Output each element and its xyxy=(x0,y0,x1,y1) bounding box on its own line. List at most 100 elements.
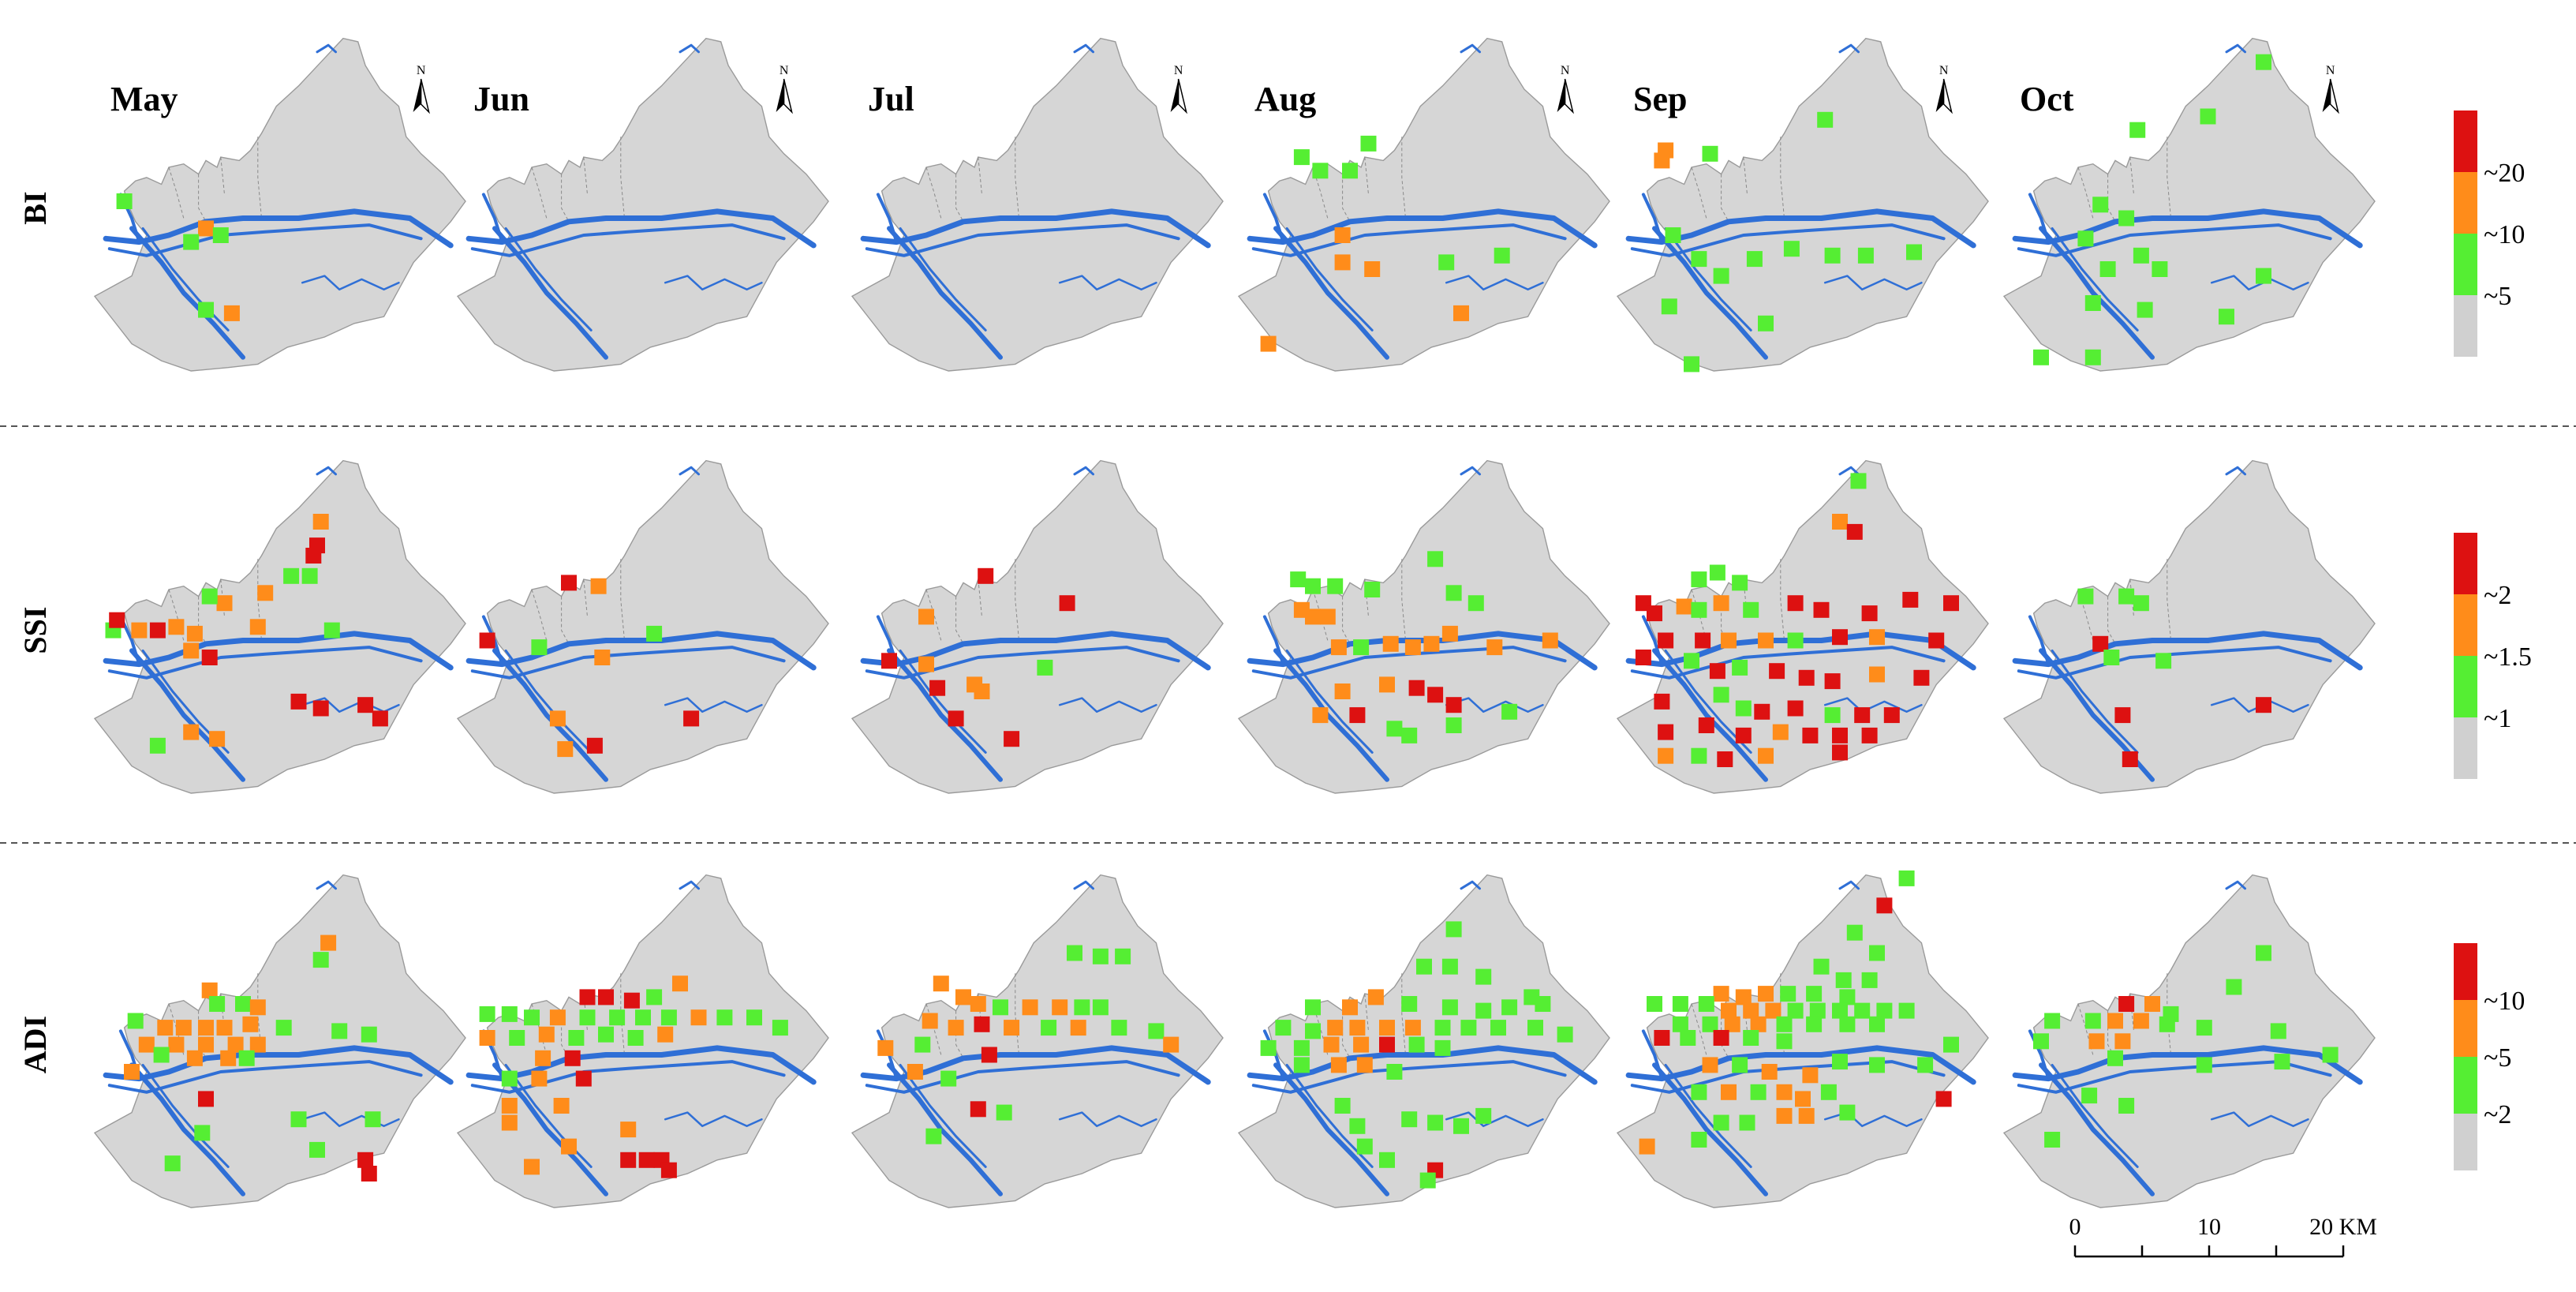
data-cell xyxy=(2092,197,2109,213)
data-cell xyxy=(561,575,577,591)
data-cell xyxy=(1743,1030,1759,1046)
data-cell xyxy=(1917,1057,1934,1073)
data-cell xyxy=(598,989,614,1006)
district-border xyxy=(1015,559,1019,641)
river xyxy=(1058,1111,1157,1128)
data-cell xyxy=(948,1020,964,1036)
data-cell xyxy=(1353,1036,1370,1053)
data-cell xyxy=(1817,111,1834,128)
data-cell xyxy=(216,1020,233,1036)
data-cell xyxy=(1850,473,1867,489)
data-cell xyxy=(922,1013,938,1029)
data-cell xyxy=(683,710,700,727)
data-cell xyxy=(531,1070,548,1087)
river xyxy=(129,1062,245,1197)
data-cell xyxy=(1761,1064,1778,1080)
data-cell xyxy=(1824,707,1841,724)
data-cell xyxy=(1654,1030,1670,1046)
data-cell xyxy=(1857,247,1874,264)
data-cell xyxy=(1445,697,1462,713)
legend-swatch xyxy=(2454,533,2477,594)
data-cell xyxy=(249,619,266,635)
data-cell xyxy=(1658,632,1674,649)
river xyxy=(1838,880,1860,890)
river xyxy=(2012,631,2363,671)
data-cell xyxy=(1839,1104,1856,1121)
river xyxy=(2039,226,2155,360)
data-cell xyxy=(1364,582,1381,597)
data-cell xyxy=(1832,1002,1848,1019)
district-border xyxy=(955,174,964,223)
data-cell xyxy=(1542,632,1558,649)
data-cell xyxy=(1776,1084,1793,1100)
map-panel-aug xyxy=(1237,874,1610,1208)
data-cell xyxy=(1783,241,1800,257)
north-label: N xyxy=(1561,64,1570,77)
north-label: N xyxy=(1939,64,1949,77)
data-cell xyxy=(1334,227,1351,243)
data-cell xyxy=(275,1020,292,1036)
data-cell xyxy=(1349,1020,1366,1036)
data-cell xyxy=(1290,571,1307,588)
data-cell xyxy=(1379,1020,1395,1036)
data-cell xyxy=(1802,727,1819,743)
data-cell xyxy=(1037,659,1053,676)
data-cell xyxy=(549,710,566,727)
data-cell xyxy=(1802,1067,1819,1084)
data-cell xyxy=(312,514,329,530)
north-label: N xyxy=(2326,64,2335,77)
data-cell xyxy=(2033,1033,2049,1050)
data-cell xyxy=(1869,1016,1885,1032)
district-border xyxy=(1342,596,1351,645)
data-cell xyxy=(1735,727,1752,743)
data-cell xyxy=(1869,629,1885,646)
data-cell xyxy=(690,1009,707,1026)
data-cell xyxy=(1809,1002,1826,1019)
river xyxy=(103,631,454,671)
data-cell xyxy=(1798,669,1815,686)
land-area xyxy=(2002,459,2376,794)
data-cell xyxy=(1806,986,1823,1002)
data-cell xyxy=(1758,747,1774,764)
map-panel-sep: Sep N xyxy=(1616,37,1989,373)
data-cell xyxy=(109,612,125,628)
river xyxy=(860,631,1211,671)
river xyxy=(2225,880,2246,890)
data-cell xyxy=(1913,669,1930,686)
data-cell xyxy=(1092,948,1109,964)
data-cell xyxy=(1386,1064,1403,1080)
data-cell xyxy=(1501,999,1518,1016)
map-panel-oct xyxy=(2002,459,2376,794)
river xyxy=(301,697,400,713)
north-arrow-icon: N xyxy=(776,64,793,114)
data-cell xyxy=(2256,268,2271,284)
data-cell xyxy=(1501,703,1518,720)
river xyxy=(1247,1045,1598,1085)
data-cell xyxy=(2081,1088,2098,1104)
data-cell xyxy=(549,1009,566,1026)
scale-label: 20 KM xyxy=(2309,1214,2377,1240)
river xyxy=(1285,227,1374,331)
data-cell xyxy=(579,989,596,1006)
data-cell xyxy=(1312,707,1329,724)
data-cell xyxy=(2077,588,2094,605)
district-border xyxy=(1691,167,1707,219)
data-cell xyxy=(283,567,300,584)
river xyxy=(1058,697,1157,713)
data-cell xyxy=(1876,1002,1893,1019)
river xyxy=(2051,227,2139,331)
data-cell xyxy=(1691,571,1707,588)
index-label: BI xyxy=(17,191,53,224)
data-cell xyxy=(1898,1002,1915,1019)
data-cell xyxy=(1835,972,1852,988)
data-cell xyxy=(290,1111,307,1128)
data-cell xyxy=(646,625,663,642)
north-arrow-icon: N xyxy=(1557,64,1574,114)
data-cell xyxy=(1691,747,1707,764)
data-cell xyxy=(1743,1002,1759,1019)
data-cell xyxy=(564,1050,581,1066)
river xyxy=(316,880,337,890)
data-cell xyxy=(1721,1002,1737,1019)
data-cell xyxy=(290,693,307,710)
data-cell xyxy=(312,952,329,968)
